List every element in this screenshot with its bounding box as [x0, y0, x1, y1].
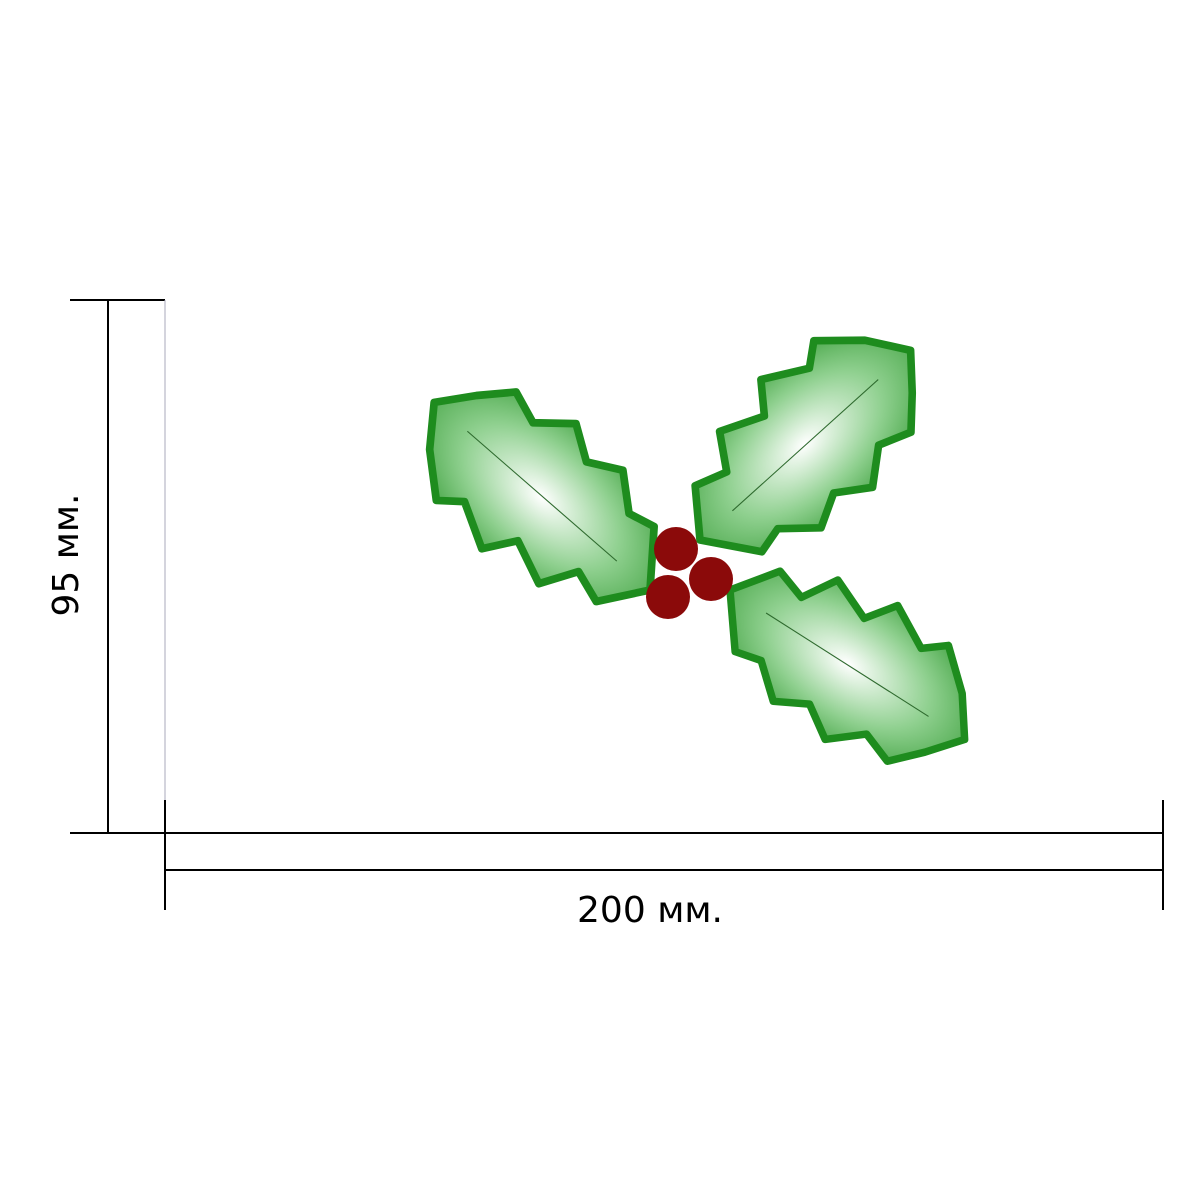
width-dimension: 200 мм. — [164, 800, 1164, 931]
berry — [646, 575, 690, 619]
height-label: 95 мм. — [46, 493, 87, 616]
height-dimension: 95 мм. — [46, 299, 166, 834]
berry — [654, 527, 698, 571]
berry — [689, 557, 733, 601]
holly-illustration — [382, 292, 1006, 803]
leaf — [690, 525, 1006, 803]
width-label: 200 мм. — [577, 890, 723, 931]
